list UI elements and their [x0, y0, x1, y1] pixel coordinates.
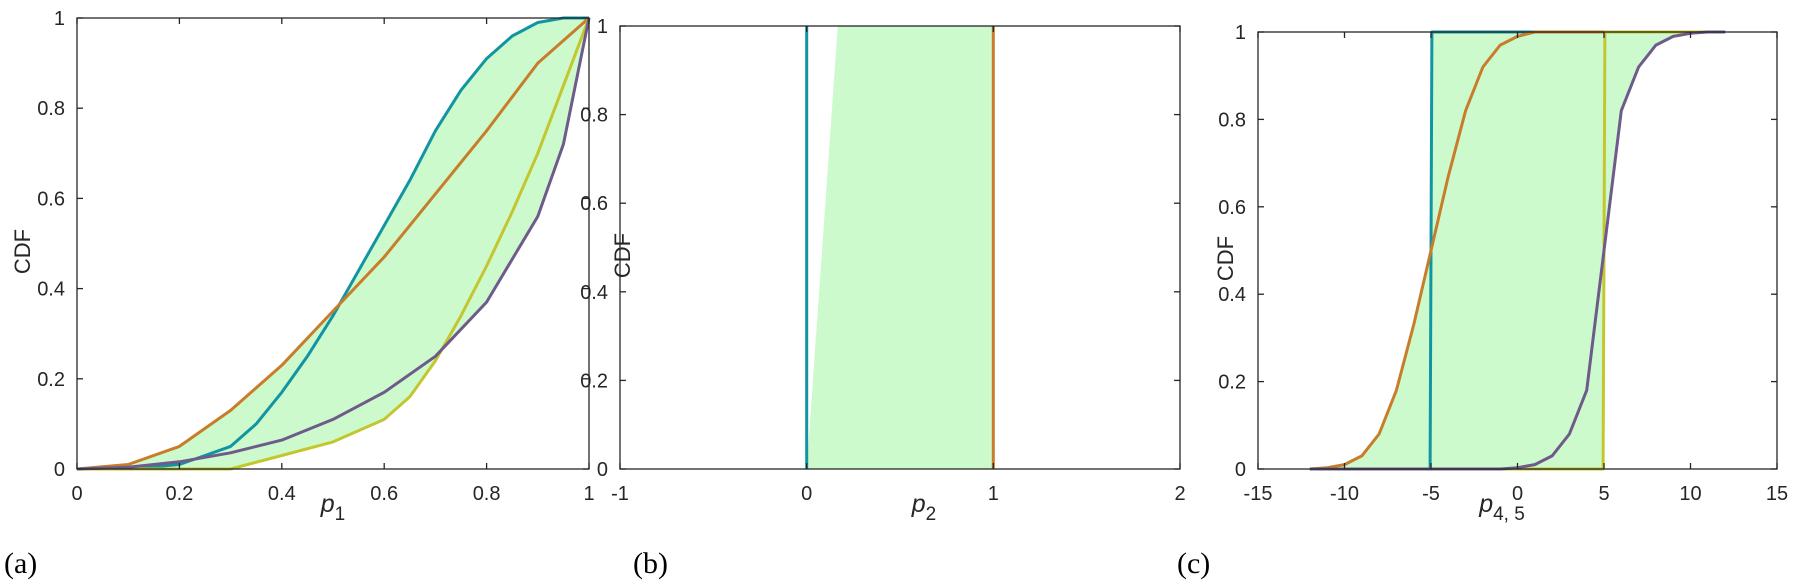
x-tick-label: 2: [1174, 483, 1185, 505]
x-tick-label: 5: [1598, 483, 1609, 505]
x-tick-label: 10: [1679, 483, 1701, 505]
y-tick-label: 1: [54, 8, 65, 30]
x-tick-label: -5: [1422, 483, 1440, 505]
y-tick-label: 1: [597, 16, 608, 38]
y-axis-label: CDF: [610, 233, 635, 278]
series-line-teal: [77, 16, 589, 471]
y-tick-label: 0.6: [37, 188, 65, 210]
x-tick-label: 1: [988, 483, 999, 505]
x-tick-label: -10: [1330, 483, 1359, 505]
axes-box: [619, 25, 1181, 470]
y-tick-label: 0: [54, 459, 65, 481]
y-tick-label: 0.6: [1218, 197, 1246, 219]
y-tick-label: 0.2: [37, 369, 65, 391]
x-axis-label: p4, 5: [1478, 490, 1525, 525]
x-tick-label: 0: [801, 483, 812, 505]
x-tick-label: 0: [71, 483, 82, 505]
y-tick-label: 0.6: [580, 193, 608, 215]
x-axis-label-subscript: 1: [335, 504, 346, 525]
series-line-orange: [1309, 30, 1726, 471]
x-tick-label: 0.4: [268, 483, 296, 505]
y-axis-label: CDF: [1213, 236, 1238, 281]
y-tick-label: 0.4: [1218, 284, 1246, 306]
panel-label: (c): [1177, 547, 1210, 580]
x-axis-label: p1: [320, 490, 345, 525]
y-tick-label: 0.2: [580, 370, 608, 392]
y-tick-label: 0.8: [37, 98, 65, 120]
y-tick-label: 0: [597, 459, 608, 481]
axes-box: [76, 17, 590, 470]
x-tick-label: 15: [1766, 483, 1788, 505]
series-line-orange: [76, 16, 590, 471]
x-tick-label: 0: [1512, 483, 1523, 505]
x-axis-label-subscript: 4, 5: [1493, 504, 1525, 525]
series-line-purple: [76, 17, 591, 471]
shaded-band: [77, 18, 589, 469]
y-tick-label: 0.8: [1218, 109, 1246, 131]
x-tick-label: 0.2: [165, 483, 193, 505]
shaded-band: [806, 26, 994, 469]
x-axis-label: p2: [911, 490, 936, 525]
x-tick-label: 0.8: [473, 483, 501, 505]
shaded-band: [1309, 32, 1726, 469]
series-line-yellow: [77, 17, 591, 471]
y-tick-label: 0.8: [580, 105, 608, 127]
y-tick-label: 1: [1235, 22, 1246, 44]
y-tick-label: 0.4: [37, 279, 65, 301]
y-tick-label: 0.2: [1218, 372, 1246, 394]
x-axis-label-base: p: [320, 490, 335, 518]
x-tick-label: 1: [583, 483, 594, 505]
y-tick-label: 0: [1235, 459, 1246, 481]
x-axis-label-base: p: [1478, 490, 1493, 518]
x-tick-label: -1: [611, 483, 629, 505]
x-tick-label: 0.6: [370, 483, 398, 505]
panel-c: -15 -10 -5 0 5 10 15 0 0.2 0.4 0.6 0.8 1 CDF p4, 5 (c): [1177, 22, 1788, 580]
panel-label: (b): [633, 547, 668, 580]
series-line-purple: [1309, 30, 1726, 471]
x-axis-label-base: p: [911, 490, 926, 518]
y-tick-label: 0.4: [580, 282, 608, 304]
panel-label: (a): [4, 547, 37, 580]
y-axis-label: CDF: [10, 229, 35, 274]
x-tick-label: -15: [1244, 483, 1273, 505]
x-axis-label-subscript: 2: [926, 504, 937, 525]
